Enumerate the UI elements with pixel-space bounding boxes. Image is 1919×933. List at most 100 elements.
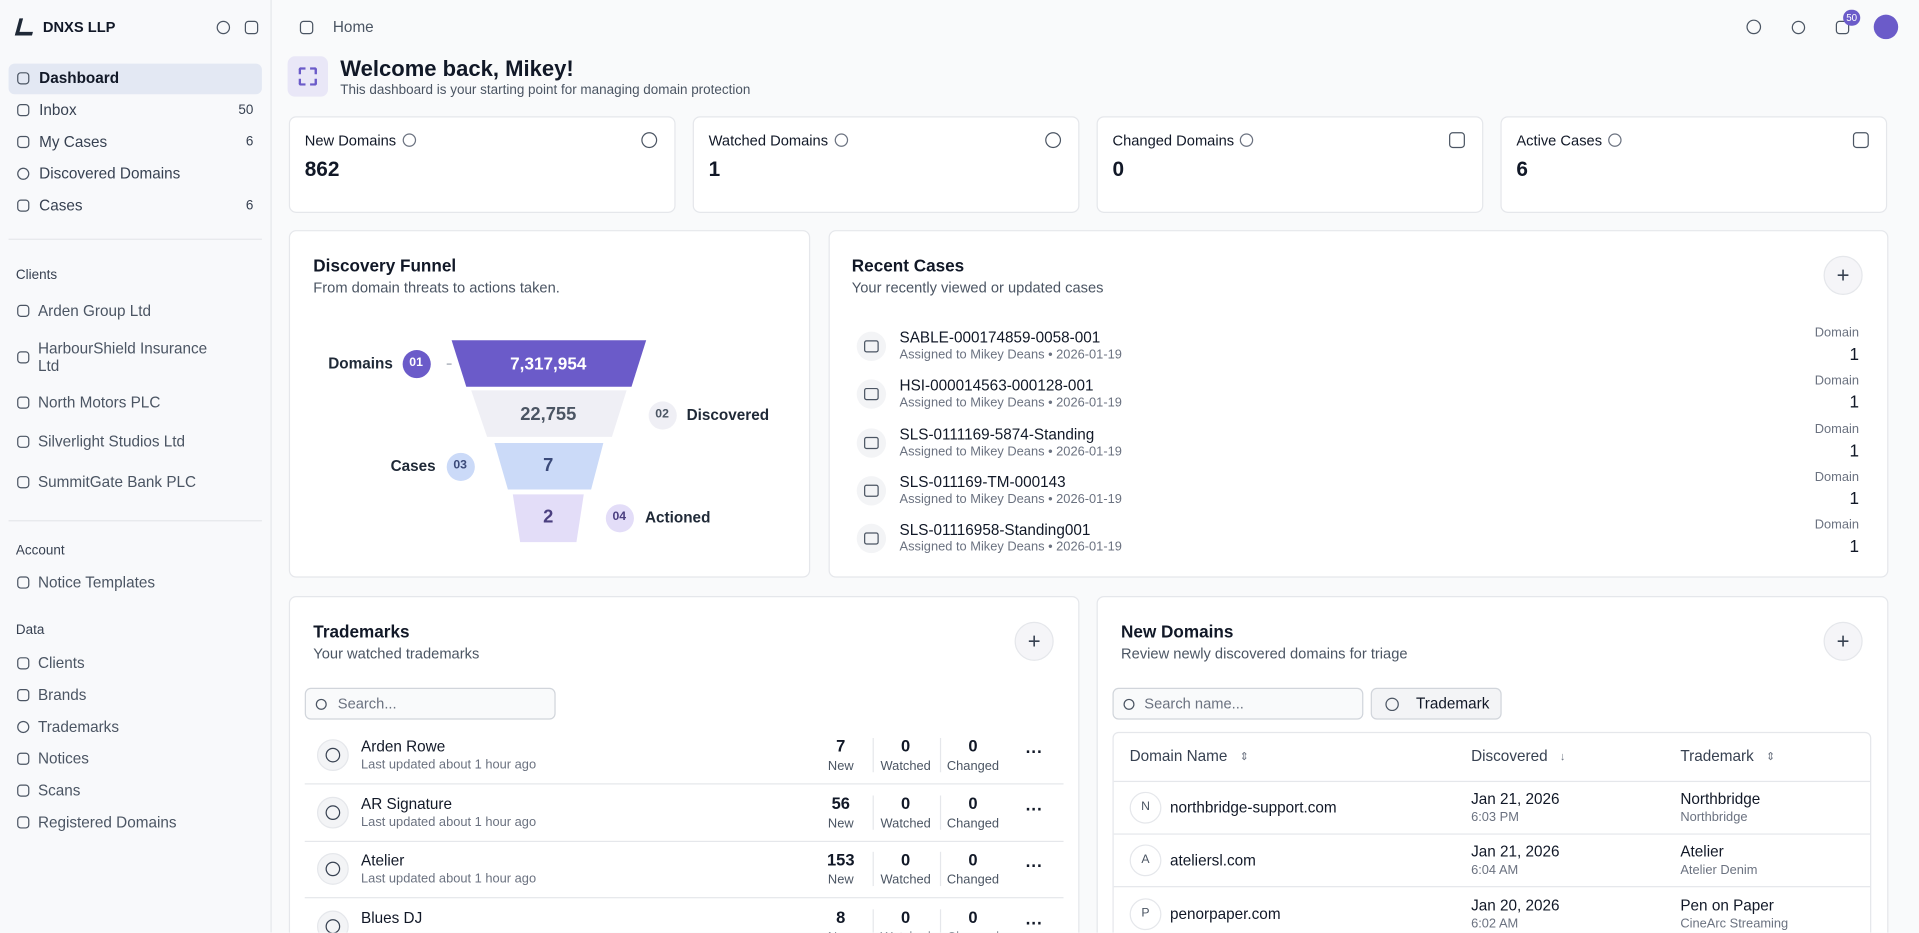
section-item[interactable]: Clients [37,654,85,672]
info-icon[interactable] [1240,133,1254,147]
add-domain-button[interactable]: + [1823,621,1863,661]
case-icon-bg [856,524,887,554]
section-item[interactable]: North Motors PLC [37,394,161,412]
add-trademark-button[interactable]: + [1014,621,1054,661]
domain-name[interactable]: northbridge-support.com [1170,799,1337,817]
item-icon[interactable] [17,576,30,589]
nav-label[interactable]: My Cases [39,133,108,151]
row-menu[interactable]: ··· [1025,741,1043,762]
step-badge [446,452,475,481]
item-icon[interactable] [17,304,30,317]
folder-icon [864,436,879,449]
filter-label: Trademark [1415,695,1490,713]
toggle-sidebar[interactable] [299,20,313,34]
column-header[interactable]: Discovered [1471,747,1548,765]
nav-icon[interactable] [17,104,30,117]
info-icon[interactable] [834,133,848,147]
case-id[interactable]: SLS-01116958-Standing001 [899,521,1091,539]
case-id[interactable]: SLS-011169-TM-000143 [899,473,1066,491]
registered-mark [325,804,341,820]
column-header[interactable]: Domain Name [1129,747,1228,765]
section-item[interactable]: Scans [37,782,81,800]
trademark-name[interactable]: AR Signature [361,795,453,813]
nav-label[interactable]: Discovered Domains [39,165,181,183]
search-placeholder: Search name... [1144,695,1244,713]
section-item[interactable]: HarbourShield Insurance Ltd [37,340,208,375]
theme-button[interactable] [1791,20,1805,34]
help-button[interactable] [1746,19,1762,35]
trademark-name[interactable]: Atelier [361,852,405,870]
domain-name[interactable]: ateliersl.com [1170,852,1256,870]
count-divider [872,795,874,830]
nav-count: 50 [238,102,254,118]
item-icon[interactable] [17,816,30,829]
compose-button[interactable] [244,20,258,34]
breadcrumb: Home [332,18,374,36]
count-label: Watched [880,758,931,774]
section-item[interactable]: Registered Domains [37,813,177,831]
search-icon[interactable] [315,698,327,710]
trademark-name[interactable]: Blues DJ [361,909,423,927]
section-item[interactable]: Arden Group Ltd [37,302,152,320]
section-item[interactable]: Brands [37,686,87,704]
trademark-name[interactable]: Arden Rowe [361,737,446,756]
domain-name[interactable]: penorpaper.com [1170,905,1281,923]
item-icon[interactable] [17,784,30,797]
stat-icon[interactable] [640,131,657,148]
trademark-count: 0 [968,736,978,756]
item-icon[interactable] [17,657,30,670]
row-menu[interactable]: ··· [1025,798,1043,819]
item-icon[interactable] [17,351,30,364]
step-number: 01 [409,356,423,370]
row-menu[interactable]: ··· [1025,855,1043,876]
nav-icon[interactable] [17,136,30,149]
funnel-value: 7 [543,455,554,477]
item-icon[interactable] [17,435,30,448]
domain-search-input[interactable] [1112,687,1364,720]
column-header[interactable]: Trademark [1680,747,1754,765]
info-icon[interactable] [402,133,416,147]
stat-card [288,116,676,213]
nav-icon[interactable] [17,168,30,181]
section-item[interactable]: Silverlight Studios Ltd [37,433,186,451]
search-input[interactable] [304,687,556,720]
stat-icon[interactable] [1852,131,1869,148]
nav-icon[interactable] [17,72,30,85]
notifications-button[interactable] [1835,20,1849,34]
info-icon[interactable] [1608,133,1622,147]
section-item[interactable]: Notices [37,750,89,768]
domain-initial: P [1141,906,1150,920]
trademark-updated: Last updated about 1 hour ago [361,757,537,773]
case-assigned: Assigned to Mikey Deans • 2026-01-19 [899,443,1122,459]
count-label: Changed [851,927,1096,933]
stat-value: 1 [708,157,721,182]
nav-label[interactable]: Cases [39,197,83,215]
case-count: 1 [1849,536,1860,556]
filter-icon[interactable] [1384,696,1399,711]
item-icon[interactable] [17,752,30,765]
search-icon[interactable] [1122,698,1134,710]
discovered-date: Jan 20, 2026 [1471,896,1560,914]
item-icon[interactable] [17,476,30,489]
case-id[interactable]: SABLE-000174859-0058-001 [899,329,1101,347]
item-icon[interactable] [17,396,30,409]
item-icon[interactable] [17,689,30,702]
stat-icon[interactable] [1044,131,1061,148]
domains-table [1112,731,1872,933]
section-item[interactable]: Notice Templates [37,573,156,592]
case-icon-bg [856,331,887,362]
case-id[interactable]: SLS-0111169-5874-Standing [899,425,1095,443]
nav-icon[interactable] [17,199,30,213]
nav-label[interactable]: Dashboard [39,69,120,87]
item-icon[interactable] [17,720,30,734]
section-item[interactable]: Trademarks [37,718,119,736]
nav-label[interactable]: Inbox [39,101,77,119]
stat-icon[interactable] [1448,131,1465,148]
row-menu[interactable]: ··· [1025,912,1043,933]
section-item[interactable]: SummitGate Bank PLC [37,473,197,491]
search-button[interactable] [216,20,230,34]
case-id[interactable]: HSI-000014563-000128-001 [899,377,1094,395]
step-badge [402,349,431,378]
count-label: New [718,927,963,933]
add-case-button[interactable]: + [1823,255,1863,295]
